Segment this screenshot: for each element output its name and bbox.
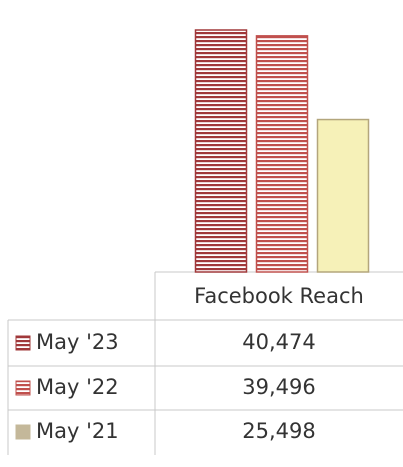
table-value: 39,496 <box>242 375 315 399</box>
data-table-frame <box>7 271 403 455</box>
bar <box>194 29 248 273</box>
bar <box>316 118 370 273</box>
legend-label: May '22 <box>36 375 119 399</box>
table-value: 40,474 <box>242 330 315 354</box>
legend-key <box>15 380 31 396</box>
legend-key <box>15 335 31 351</box>
legend-label: May '21 <box>36 419 119 443</box>
legend-key <box>15 424 31 440</box>
table-value: 25,498 <box>242 419 315 443</box>
bar <box>255 35 309 273</box>
category-label: Facebook Reach <box>194 284 364 308</box>
legend-label: May '23 <box>36 330 119 354</box>
